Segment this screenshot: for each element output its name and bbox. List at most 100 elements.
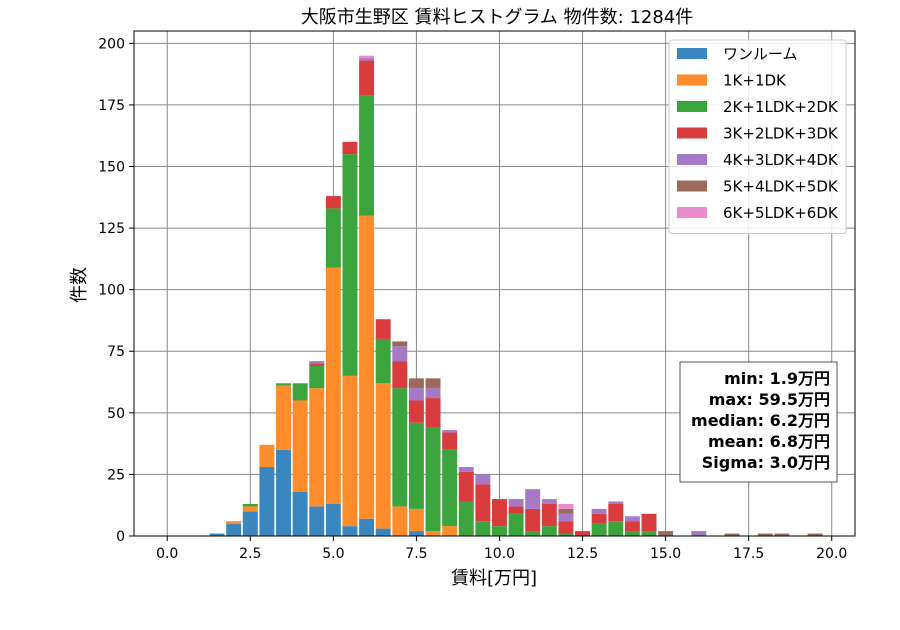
bar-segment xyxy=(276,385,291,450)
y-tick-label: 200 xyxy=(98,36,125,52)
bar-segment xyxy=(442,432,458,450)
x-tick-label: 12.5 xyxy=(567,546,598,562)
legend-swatch xyxy=(677,154,707,165)
bar-segment xyxy=(591,523,607,536)
legend-box xyxy=(668,39,847,234)
bar-segment xyxy=(392,506,408,536)
legend-label: 3K+2LDK+3DK xyxy=(723,125,839,143)
bar-segment xyxy=(475,484,491,522)
x-tick-label: 20.0 xyxy=(816,546,847,562)
bar-segment xyxy=(375,338,391,384)
bar-segment xyxy=(425,531,441,536)
bar-segment xyxy=(458,501,474,536)
bar-segment xyxy=(259,444,275,468)
bar-segment xyxy=(608,501,624,504)
bar-segment xyxy=(492,499,507,527)
bar-segment xyxy=(541,499,557,504)
bar-segment xyxy=(242,511,258,536)
stat-min: min: 1.9万円 xyxy=(724,369,830,388)
bar-segment xyxy=(392,346,408,362)
chart-title: 大阪市生野区 賃料ヒストグラム 物件数: 1284件 xyxy=(301,7,694,28)
x-tick-label: 0.0 xyxy=(156,546,178,562)
bar-segment xyxy=(425,388,441,399)
bar-segment xyxy=(641,531,657,536)
y-tick-label: 75 xyxy=(107,344,125,360)
bar-segment xyxy=(342,375,358,527)
y-tick-label: 0 xyxy=(116,529,125,545)
bar-segment xyxy=(591,513,607,524)
bar-segment xyxy=(641,513,657,532)
bar-segment xyxy=(292,491,308,536)
bar-segment xyxy=(276,383,291,386)
bar-segment xyxy=(359,95,375,216)
bar-segment xyxy=(558,513,574,522)
bar-segment xyxy=(309,388,325,507)
bar-segment xyxy=(325,208,341,268)
bar-segment xyxy=(359,58,375,61)
plot-area-frame xyxy=(133,30,856,537)
bar-segment xyxy=(342,141,358,155)
bar-segment xyxy=(475,521,491,536)
y-tick-label: 150 xyxy=(98,159,125,175)
stat-mean: mean: 6.8万円 xyxy=(708,432,830,451)
y-axis-ticks: 0 25 50 75 100 125 150 175 200 xyxy=(98,36,134,545)
bar-segment xyxy=(774,533,790,536)
bar-segment xyxy=(309,363,325,367)
legend-swatch xyxy=(677,74,707,86)
bar-segment xyxy=(508,506,524,514)
bar-segment xyxy=(608,521,624,536)
bar-segment xyxy=(309,506,325,536)
bar-segment xyxy=(624,531,640,536)
bar-segment xyxy=(242,506,258,512)
bar-segment xyxy=(292,383,308,401)
x-tick-label: 2.5 xyxy=(239,546,261,562)
x-tick-label: 15.0 xyxy=(650,546,681,562)
legend-swatch xyxy=(677,101,707,112)
bar-segment xyxy=(591,508,607,514)
bar-segment xyxy=(624,521,640,532)
bar-segment xyxy=(325,267,341,504)
stats-box-frame xyxy=(679,361,838,483)
bar-segment xyxy=(209,533,225,536)
bar-segment xyxy=(226,523,242,536)
bar-segment xyxy=(325,503,341,536)
legend-label: 2K+1LDK+2DK xyxy=(723,98,839,116)
bar-segment xyxy=(359,60,375,96)
stat-sigma: Sigma: 3.0万円 xyxy=(702,453,830,472)
bar-segment xyxy=(442,430,458,433)
bar-segment xyxy=(425,427,441,532)
bar-segment xyxy=(408,388,424,401)
histogram-bars xyxy=(209,55,823,536)
bar-segment xyxy=(342,526,358,536)
legend-label: 6K+5LDK+6DK xyxy=(723,204,839,222)
bar-segment xyxy=(608,503,624,522)
legend-label: 4K+3LDK+4DK xyxy=(723,151,839,169)
x-tick-label: 17.5 xyxy=(733,546,764,562)
x-tick-label: 7.5 xyxy=(405,546,427,562)
bar-segment xyxy=(242,503,258,507)
bar-segment xyxy=(442,449,458,527)
bar-segment xyxy=(724,533,740,536)
x-axis-label: 賃料[万円] xyxy=(451,568,537,589)
bar-segment xyxy=(408,531,424,536)
bar-segment xyxy=(807,533,823,536)
bar-segment xyxy=(392,361,408,389)
bar-segment xyxy=(525,508,541,532)
bar-segment xyxy=(442,526,458,536)
bar-segment xyxy=(475,474,491,485)
bar-segment xyxy=(425,378,441,389)
bar-segment xyxy=(558,503,574,509)
x-tick-label: 10.0 xyxy=(484,546,515,562)
bar-segment xyxy=(558,533,574,536)
bar-segment xyxy=(309,361,325,364)
bar-segment xyxy=(408,422,424,509)
stat-median: median: 6.2万円 xyxy=(691,411,830,430)
legend-label: 1K+1DK xyxy=(723,72,787,90)
legend-swatch xyxy=(677,180,707,192)
bar-segment xyxy=(375,528,391,536)
bar-segment xyxy=(292,400,308,492)
bar-segment xyxy=(259,467,275,536)
bar-segment xyxy=(525,489,541,509)
bar-segment xyxy=(525,531,541,536)
bar-segment xyxy=(408,400,424,423)
